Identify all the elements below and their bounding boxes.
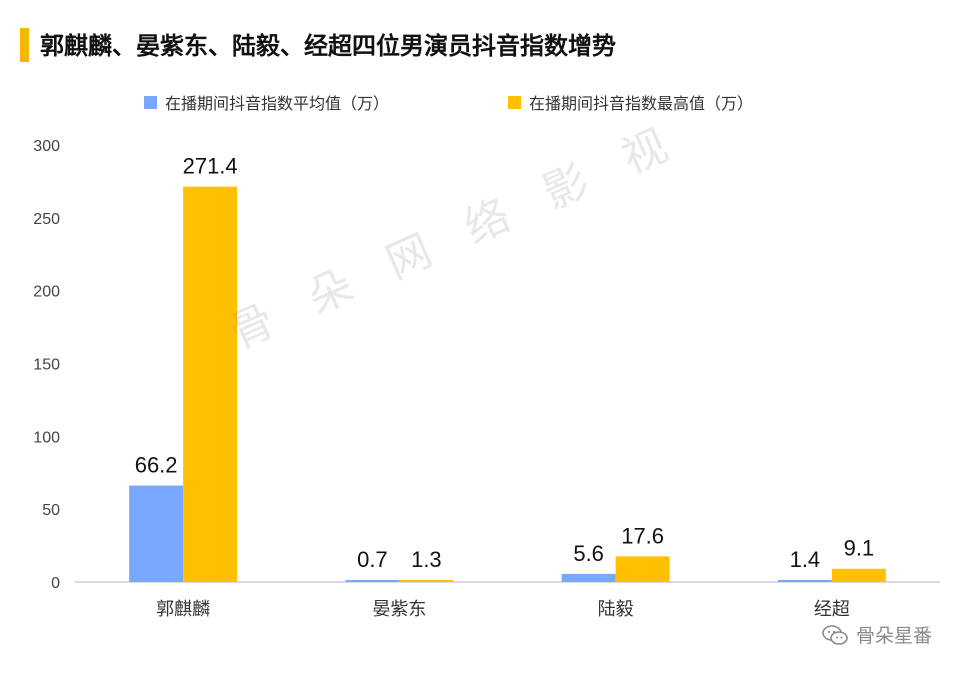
title-accent-bar	[20, 28, 29, 62]
chart-title: 郭麒麟、晏紫东、陆毅、经超四位男演员抖音指数增势	[40, 32, 616, 60]
y-tick-label: 250	[33, 211, 60, 228]
data-label-max: 1.3	[411, 547, 442, 572]
legend-swatch-avg	[144, 95, 157, 109]
wechat-icon	[822, 624, 848, 645]
bar-avg	[777, 579, 832, 582]
data-label-avg: 0.7	[357, 547, 388, 572]
y-tick-label: 200	[33, 284, 60, 301]
brand-signature: 骨朵星番	[822, 621, 932, 648]
y-tick-label: 0	[51, 575, 60, 592]
data-label-avg: 5.6	[573, 541, 604, 566]
data-label-avg: 66.2	[135, 453, 178, 478]
bar-avg	[561, 573, 616, 582]
legend-swatch-max	[508, 95, 521, 109]
y-tick-label: 100	[33, 429, 60, 446]
bar-max	[831, 568, 886, 582]
legend: 在播期间抖音指数平均值（万） 在播期间抖音指数最高值（万）	[0, 90, 960, 114]
legend-item-avg: 在播期间抖音指数平均值（万）	[144, 90, 389, 114]
y-tick-label: 300	[33, 138, 60, 155]
bar-avg	[345, 580, 400, 582]
bar-max	[399, 580, 454, 582]
bar-max	[183, 186, 238, 583]
data-label-max: 9.1	[844, 536, 875, 561]
data-label-max: 17.6	[621, 523, 664, 548]
legend-label-max: 在播期间抖音指数最高值（万）	[529, 94, 754, 113]
legend-label-avg: 在播期间抖音指数平均值（万）	[165, 94, 390, 113]
y-tick-label: 150	[33, 357, 60, 374]
data-label-max: 271.4	[183, 154, 238, 179]
x-tick-label: 陆毅	[598, 599, 634, 620]
bar-avg	[129, 485, 184, 582]
data-label-avg: 1.4	[790, 547, 821, 572]
x-tick-label: 经超	[814, 599, 850, 620]
x-tick-label: 郭麒麟	[156, 599, 210, 620]
x-tick-label: 晏紫东	[372, 599, 426, 620]
brand-text: 骨朵星番	[855, 625, 932, 647]
legend-item-max: 在播期间抖音指数最高值（万）	[508, 90, 753, 114]
y-tick-label: 50	[42, 502, 60, 519]
bar-max	[615, 556, 670, 582]
